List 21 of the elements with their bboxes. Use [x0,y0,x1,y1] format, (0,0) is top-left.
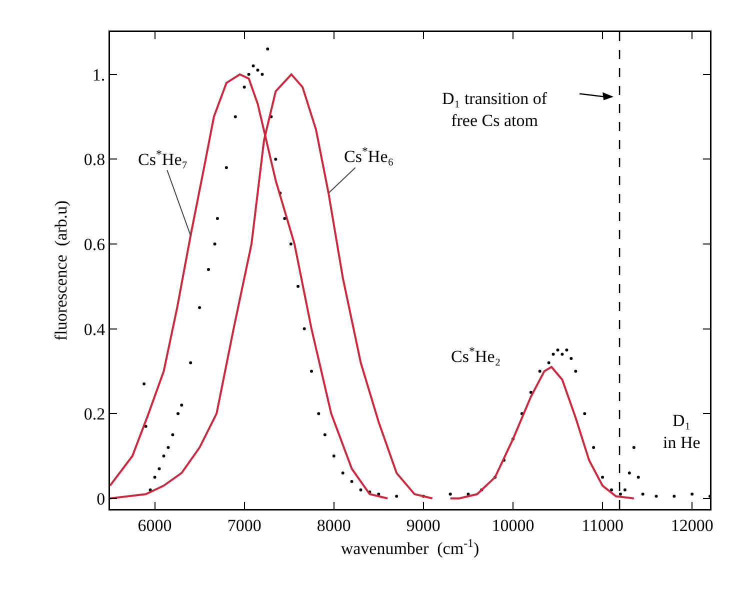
annotation: Cs$^{*}$He₆ [344,144,394,166]
y-tick-label: 0.6 [84,234,106,254]
x-tick-label: 6000 [138,516,172,535]
x-tick-label: 11000 [582,516,624,535]
line-series [449,366,635,500]
y-axis-title: fluorescence (arb.u) [52,200,71,341]
y-tick-label: 0.4 [84,320,106,339]
annotation: Cs$^{*}$He₂ [451,344,501,366]
x-tick-label: 10000 [492,516,534,535]
x-tick-label: 8000 [316,516,351,535]
annotation: D₁ in He [663,411,700,452]
y-tick-label: 0.2 [84,404,106,424]
x-tick-label: 9000 [406,516,440,535]
x-tick-label: 7000 [227,516,262,535]
x-axis-title: wavenumber (cm$^{-1}$) [340,536,480,558]
y-tick-label: 0.8 [84,150,106,170]
ref-line-label: D₁ transition of free Cs atom [442,89,548,130]
x-tick-label: 12000 [670,516,714,535]
y-tick-label: 1. [92,65,106,84]
annotation: Cs$^{*}$He₇ [138,147,188,170]
y-tick-label: 0 [96,489,106,508]
